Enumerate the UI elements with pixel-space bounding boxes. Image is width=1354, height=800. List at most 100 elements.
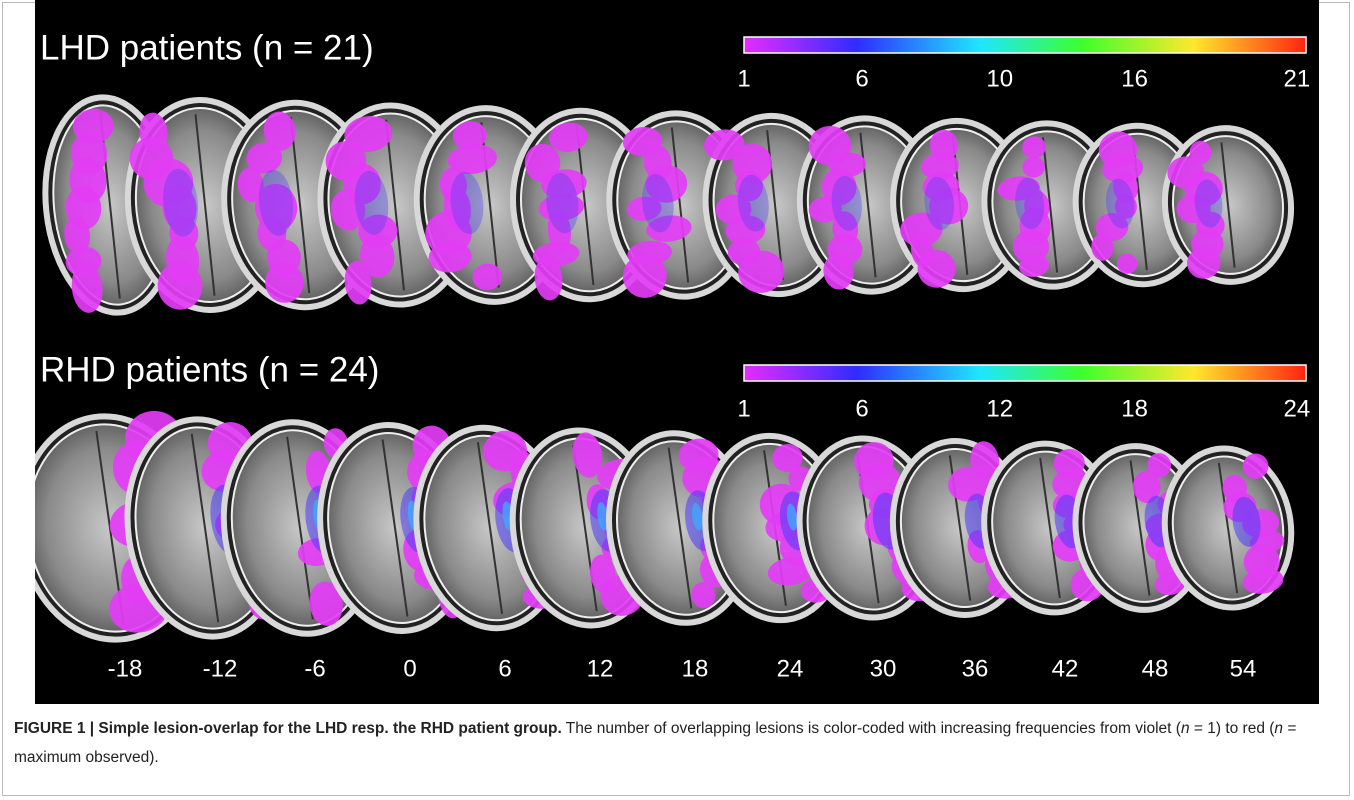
lesion <box>1242 453 1269 479</box>
caption-text: The number of overlapping lesions is col… <box>561 720 1181 737</box>
lesion <box>823 253 854 290</box>
lesion <box>524 143 561 183</box>
lesion-peak <box>692 502 703 531</box>
lesion-overlap <box>737 174 769 232</box>
lesion <box>538 194 585 221</box>
panel-title: LHD patients (n = 21) <box>40 28 374 67</box>
lesion <box>1242 568 1284 594</box>
lesion <box>1154 572 1186 596</box>
lesion <box>534 256 563 301</box>
colorbar-label: 1 <box>737 65 750 92</box>
slice-label: 42 <box>1052 655 1079 682</box>
caption-text: = 1) to red ( <box>1189 720 1275 737</box>
figure-caption: FIGURE 1 | Simple lesion-overlap for the… <box>14 714 1334 772</box>
lesion-peak <box>786 503 798 531</box>
midline <box>286 436 314 620</box>
lesion <box>246 142 282 174</box>
lesion <box>622 254 667 298</box>
lesion <box>808 196 842 223</box>
slice-label: 0 <box>403 655 416 682</box>
lesion <box>541 169 587 199</box>
lesion <box>821 168 857 206</box>
slice-label: 6 <box>498 655 511 682</box>
panel-title: RHD patients (n = 24) <box>40 350 379 389</box>
lesion <box>265 262 304 303</box>
midline <box>190 433 220 623</box>
lesion <box>735 170 763 202</box>
lesion <box>1186 247 1221 279</box>
lesion <box>1013 229 1050 264</box>
lesion <box>645 165 688 203</box>
lesion-overlap <box>450 171 484 235</box>
lesion-overlap <box>642 173 674 233</box>
brain-slice <box>1161 125 1295 285</box>
lesion <box>1132 471 1161 504</box>
lesion <box>738 250 785 293</box>
lesion-overlap <box>924 176 955 230</box>
lesion <box>360 234 395 278</box>
midline <box>381 439 409 617</box>
lesion-overlap <box>1015 177 1045 230</box>
lesion <box>71 262 103 313</box>
lesion <box>929 187 969 225</box>
midline <box>1039 457 1061 599</box>
lesion-overlap <box>546 172 579 234</box>
midline <box>575 124 595 286</box>
lesion <box>547 209 571 253</box>
colorbar <box>743 364 1307 382</box>
lesion <box>344 260 372 305</box>
midline <box>385 119 405 291</box>
colorbar-label: 10 <box>986 65 1013 92</box>
slice-label: 48 <box>1142 655 1169 682</box>
lesion <box>920 152 959 180</box>
lesion <box>309 581 343 626</box>
slice-label: 36 <box>962 655 989 682</box>
lesion <box>1147 453 1172 478</box>
slice-label: 12 <box>587 655 614 682</box>
lesion <box>948 466 989 502</box>
colorbar-label: 18 <box>1121 395 1148 422</box>
lesion <box>767 557 814 586</box>
caption-italic: n <box>1180 720 1190 737</box>
lesion <box>472 263 503 291</box>
lesion <box>263 111 296 151</box>
lesion <box>725 215 766 245</box>
midline <box>667 447 693 609</box>
lesion <box>447 144 497 175</box>
lesion <box>900 212 943 247</box>
lesion-peak <box>597 502 609 531</box>
lesion <box>452 121 487 150</box>
lesion <box>344 116 393 152</box>
midline <box>1220 142 1236 268</box>
lesion <box>772 444 803 472</box>
midline <box>289 116 311 294</box>
slice-label: 54 <box>1230 655 1257 682</box>
slice-label: 18 <box>682 655 709 682</box>
lesion <box>157 261 203 310</box>
lesion <box>572 432 603 478</box>
lesion <box>64 216 91 254</box>
caption-label: FIGURE 1 | Simple lesion-overlap for the… <box>14 720 562 737</box>
slice-label: -18 <box>108 655 143 682</box>
lesion-overlap <box>831 175 862 231</box>
lesion <box>646 215 692 242</box>
colorbar-label: 6 <box>855 395 868 422</box>
lesion <box>1022 136 1046 159</box>
midline <box>859 132 877 278</box>
lesion-overlap <box>354 170 389 235</box>
slice-label: -12 <box>203 655 238 682</box>
lesion <box>1091 233 1114 261</box>
lesion <box>330 189 366 231</box>
colorbar-label: 1 <box>737 395 750 422</box>
lesion-overlap <box>1105 178 1135 229</box>
colorbar-label: 12 <box>986 395 1013 422</box>
lesion <box>1113 172 1139 203</box>
midline <box>194 114 216 296</box>
lesion <box>237 167 264 203</box>
caption-text: = maximum observed). <box>14 720 1297 766</box>
lesion <box>1116 253 1138 274</box>
brain-slice <box>1161 445 1295 611</box>
lesion-overlap <box>163 168 199 237</box>
colorbar-label: 16 <box>1121 65 1148 92</box>
